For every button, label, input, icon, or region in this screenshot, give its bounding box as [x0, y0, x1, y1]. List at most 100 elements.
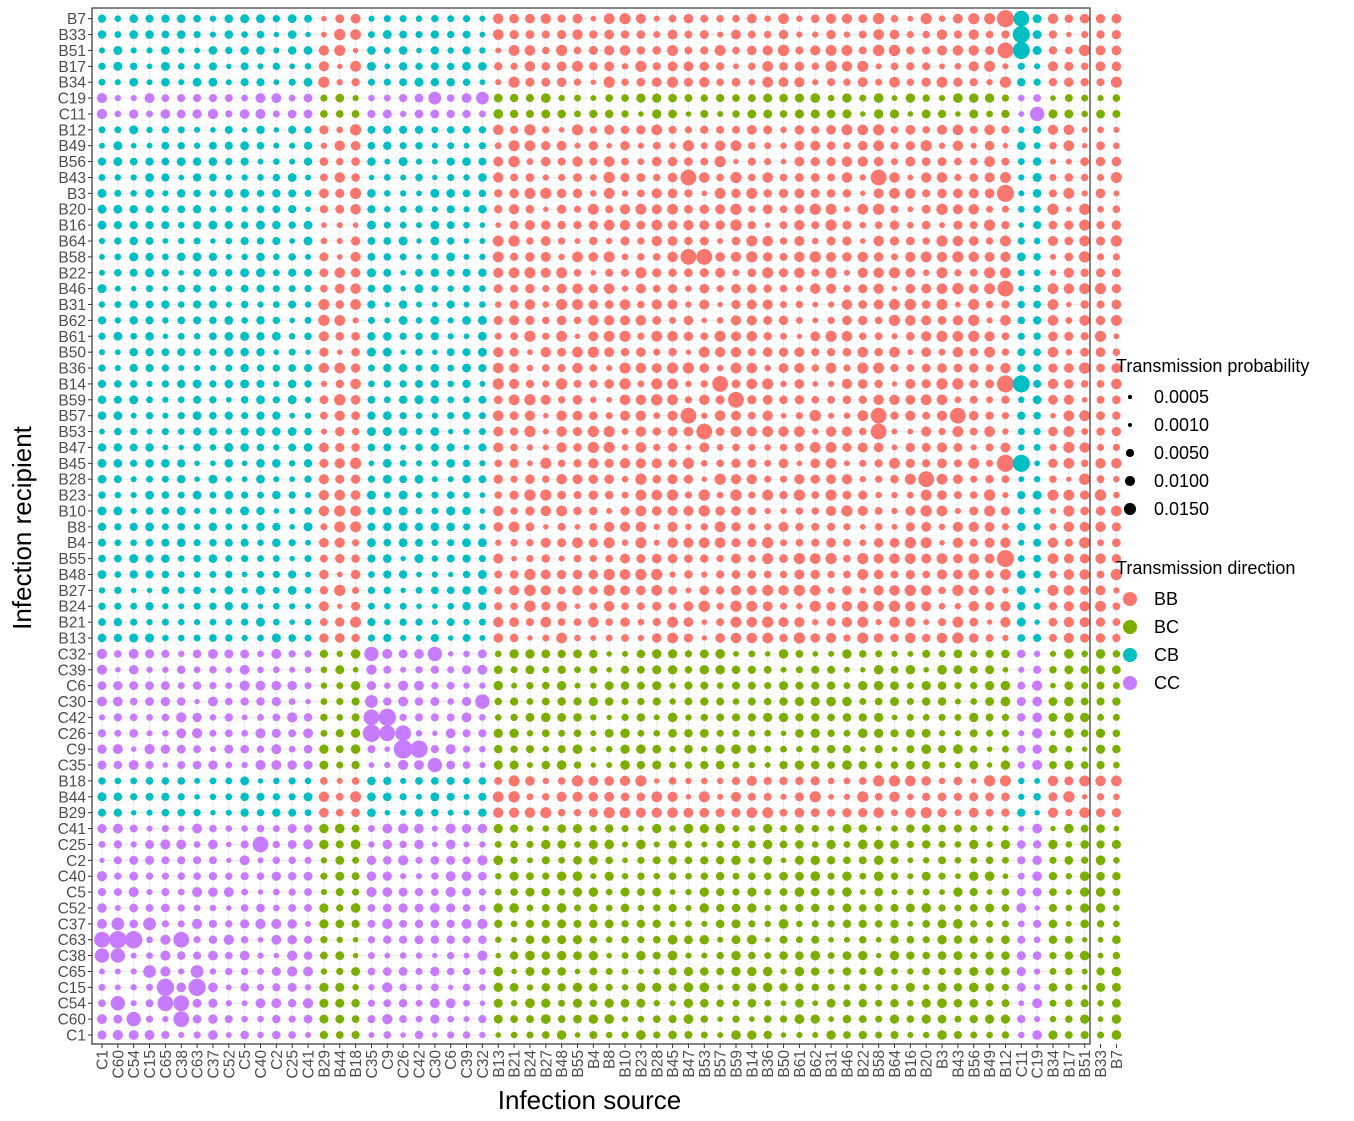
data-point — [714, 187, 726, 199]
data-point — [699, 998, 709, 1008]
data-point — [289, 524, 295, 530]
data-point — [795, 681, 804, 690]
data-point — [193, 523, 201, 531]
data-point — [541, 30, 550, 39]
data-point — [794, 855, 804, 865]
data-point — [937, 745, 947, 754]
data-point — [161, 808, 170, 817]
data-point — [430, 792, 440, 802]
data-point — [843, 856, 851, 865]
size-legend-dot — [1128, 395, 1132, 399]
data-point — [125, 931, 143, 949]
data-point — [952, 140, 964, 151]
data-point — [747, 585, 757, 596]
data-point — [351, 872, 360, 881]
data-point — [636, 602, 645, 611]
data-point — [304, 856, 312, 864]
data-point — [399, 253, 407, 261]
data-point — [621, 110, 629, 118]
data-point — [304, 666, 312, 674]
data-point — [700, 142, 708, 150]
data-point — [478, 61, 487, 71]
data-point — [620, 760, 630, 770]
data-point — [684, 268, 693, 278]
data-point — [209, 729, 217, 737]
data-point — [319, 554, 328, 563]
data-point — [1033, 538, 1042, 547]
data-point — [1095, 982, 1106, 992]
data-point — [764, 475, 772, 483]
data-point — [415, 62, 423, 70]
color-legend-key — [1116, 613, 1144, 641]
data-point — [637, 697, 645, 706]
data-point — [906, 46, 915, 55]
data-point — [986, 110, 993, 118]
data-point — [383, 1031, 392, 1039]
data-point — [716, 903, 725, 913]
data-point — [1048, 697, 1058, 706]
data-point — [1079, 203, 1091, 215]
data-point — [145, 237, 154, 245]
data-point — [177, 142, 185, 150]
data-point — [891, 650, 898, 657]
data-point — [430, 379, 439, 389]
data-point — [97, 792, 107, 802]
data-point — [923, 619, 930, 626]
data-point — [985, 856, 994, 865]
data-point — [700, 697, 709, 706]
data-point — [606, 142, 613, 149]
data-point — [304, 332, 312, 341]
data-point — [952, 537, 964, 548]
data-point — [526, 762, 533, 769]
data-point — [1001, 792, 1010, 802]
data-point — [524, 45, 536, 56]
data-point — [493, 1014, 503, 1024]
y-tick-label: B62 — [58, 313, 86, 330]
data-point — [255, 585, 266, 595]
data-point — [605, 554, 614, 563]
data-point — [145, 300, 154, 309]
data-point — [334, 394, 346, 406]
data-point — [954, 396, 962, 404]
data-point — [1079, 13, 1090, 24]
data-point — [747, 395, 757, 405]
data-point — [98, 999, 106, 1008]
data-point — [431, 412, 439, 419]
data-point — [921, 1014, 931, 1024]
data-point — [715, 220, 725, 230]
data-point — [383, 47, 391, 54]
data-point — [732, 443, 740, 452]
data-point — [858, 680, 868, 691]
data-point — [257, 778, 264, 784]
data-point — [288, 903, 297, 912]
data-point — [557, 665, 566, 674]
data-point — [209, 205, 217, 213]
data-point — [557, 983, 566, 992]
data-point — [113, 506, 123, 516]
data-point — [192, 379, 202, 389]
data-point — [256, 745, 265, 753]
data-point — [716, 93, 725, 103]
data-point — [795, 507, 804, 515]
data-point — [304, 14, 313, 23]
data-point — [463, 253, 470, 260]
data-point — [492, 791, 504, 803]
data-point — [589, 109, 598, 119]
data-point — [635, 521, 647, 533]
data-point — [462, 967, 471, 976]
data-point — [747, 744, 757, 754]
data-point — [638, 968, 644, 975]
data-point — [288, 221, 296, 229]
data-point — [747, 506, 757, 516]
data-point — [969, 109, 979, 119]
data-point — [906, 364, 915, 372]
data-point — [921, 426, 932, 437]
data-point — [162, 729, 169, 737]
data-point — [557, 824, 567, 833]
data-point — [1081, 110, 1088, 118]
data-point — [288, 888, 296, 896]
data-point — [495, 952, 502, 959]
data-point — [256, 443, 265, 452]
data-point — [320, 142, 328, 149]
data-point — [715, 395, 725, 405]
